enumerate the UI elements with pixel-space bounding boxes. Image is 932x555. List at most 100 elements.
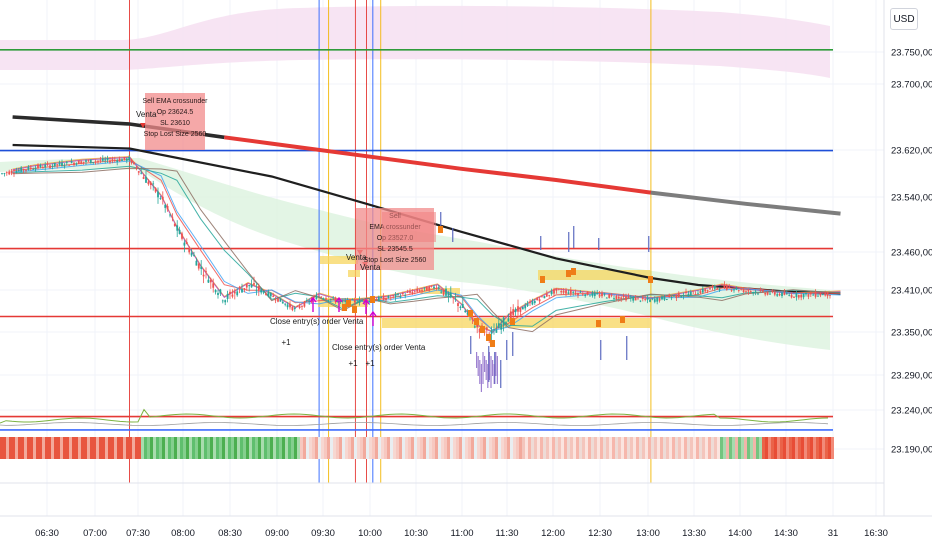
candle-body bbox=[27, 166, 30, 170]
candle-body bbox=[805, 292, 807, 295]
candle-body bbox=[663, 296, 666, 300]
candle-body bbox=[757, 293, 759, 295]
signal-bar bbox=[573, 226, 575, 248]
series-line bbox=[224, 135, 652, 195]
candle-body bbox=[778, 293, 781, 296]
candle-body bbox=[17, 170, 20, 171]
heat-cell bbox=[204, 437, 207, 459]
heat-cell bbox=[135, 437, 138, 459]
candle-body bbox=[471, 317, 474, 320]
candle-body bbox=[824, 293, 827, 296]
candle-body bbox=[785, 293, 788, 295]
candle-body bbox=[382, 296, 385, 301]
heat-cell bbox=[549, 437, 552, 459]
candle-body bbox=[68, 164, 71, 166]
heat-cell bbox=[630, 437, 633, 459]
candle-body bbox=[25, 169, 27, 171]
x-tick-label: 12:00 bbox=[541, 528, 565, 539]
trade-label: Close entry(s) order Venta bbox=[332, 343, 426, 352]
heat-cell bbox=[672, 437, 675, 459]
candle-body bbox=[521, 306, 524, 310]
heat-cell bbox=[825, 437, 828, 459]
heat-cell bbox=[432, 437, 435, 459]
candle-body bbox=[70, 161, 73, 163]
heat-cell bbox=[318, 437, 321, 459]
heat-cell bbox=[339, 437, 342, 459]
heat-cell bbox=[378, 437, 381, 459]
heat-cell bbox=[768, 437, 771, 459]
currency-label[interactable]: USD bbox=[890, 8, 918, 30]
heat-cell bbox=[312, 437, 315, 459]
candle-body bbox=[147, 181, 150, 185]
candle-body bbox=[265, 293, 267, 295]
candle-body bbox=[53, 162, 56, 167]
trade-info-shadow bbox=[382, 212, 436, 242]
x-tick-label: 06:30 bbox=[35, 528, 59, 539]
heat-cell bbox=[285, 437, 288, 459]
heat-cell bbox=[450, 437, 453, 459]
y-tick-label: 23.190,00 bbox=[891, 445, 932, 456]
heat-cell bbox=[90, 437, 93, 459]
heat-cell bbox=[654, 437, 657, 459]
heat-cell bbox=[423, 437, 426, 459]
candle-body bbox=[622, 295, 625, 298]
heat-cell bbox=[252, 437, 255, 459]
trade-info-box-bg bbox=[145, 93, 205, 150]
signal-bar bbox=[487, 364, 489, 388]
heat-cell bbox=[60, 437, 63, 459]
candle-body bbox=[154, 187, 157, 192]
candle-body bbox=[399, 295, 402, 298]
trade-info-box-2-line: Stop Lost Size 2560 bbox=[364, 257, 427, 264]
candle-body bbox=[368, 301, 371, 302]
heat-cell bbox=[687, 437, 690, 459]
candle-body bbox=[161, 196, 164, 200]
candle-body bbox=[572, 292, 575, 293]
candle-body bbox=[413, 290, 416, 292]
heat-cell bbox=[471, 437, 474, 459]
signal-square bbox=[566, 270, 571, 277]
candle-body bbox=[524, 305, 527, 309]
candle-body bbox=[113, 159, 116, 161]
heat-cell bbox=[546, 437, 549, 459]
heat-cell bbox=[234, 437, 237, 459]
candle-body bbox=[423, 287, 426, 289]
heat-cell bbox=[333, 437, 336, 459]
heat-cell bbox=[537, 437, 540, 459]
candle-body bbox=[759, 290, 762, 292]
heat-cell bbox=[711, 437, 714, 459]
zone-rect bbox=[538, 270, 650, 280]
candle-body bbox=[190, 252, 193, 256]
heat-cell bbox=[357, 437, 360, 459]
signal-bar bbox=[495, 352, 497, 376]
heat-cell bbox=[645, 437, 648, 459]
heat-cell bbox=[210, 437, 213, 459]
candle-body bbox=[320, 296, 323, 298]
y-tick-label: 23.240,00 bbox=[891, 406, 932, 417]
signal-square bbox=[490, 340, 495, 347]
candle-body bbox=[195, 260, 198, 266]
candle-body bbox=[634, 297, 637, 301]
candle-body bbox=[418, 290, 421, 292]
heat-cell bbox=[393, 437, 396, 459]
candle-body bbox=[466, 312, 469, 315]
signal-square bbox=[596, 320, 601, 327]
heat-cell bbox=[213, 437, 216, 459]
heat-cell bbox=[3, 437, 6, 459]
signal-square bbox=[510, 318, 515, 325]
candle-body bbox=[531, 301, 534, 305]
candle-body bbox=[56, 164, 59, 166]
heat-cell bbox=[771, 437, 774, 459]
signal-square bbox=[620, 316, 625, 323]
candle-body bbox=[581, 294, 584, 296]
heat-cell bbox=[186, 437, 189, 459]
heat-cell bbox=[651, 437, 654, 459]
heat-cell bbox=[600, 437, 603, 459]
heat-cell bbox=[36, 437, 39, 459]
candle-body bbox=[478, 328, 481, 333]
candle-body bbox=[584, 294, 587, 296]
candle-body bbox=[560, 291, 563, 293]
candle-body bbox=[730, 290, 733, 292]
x-tick-label: 08:00 bbox=[171, 528, 195, 539]
